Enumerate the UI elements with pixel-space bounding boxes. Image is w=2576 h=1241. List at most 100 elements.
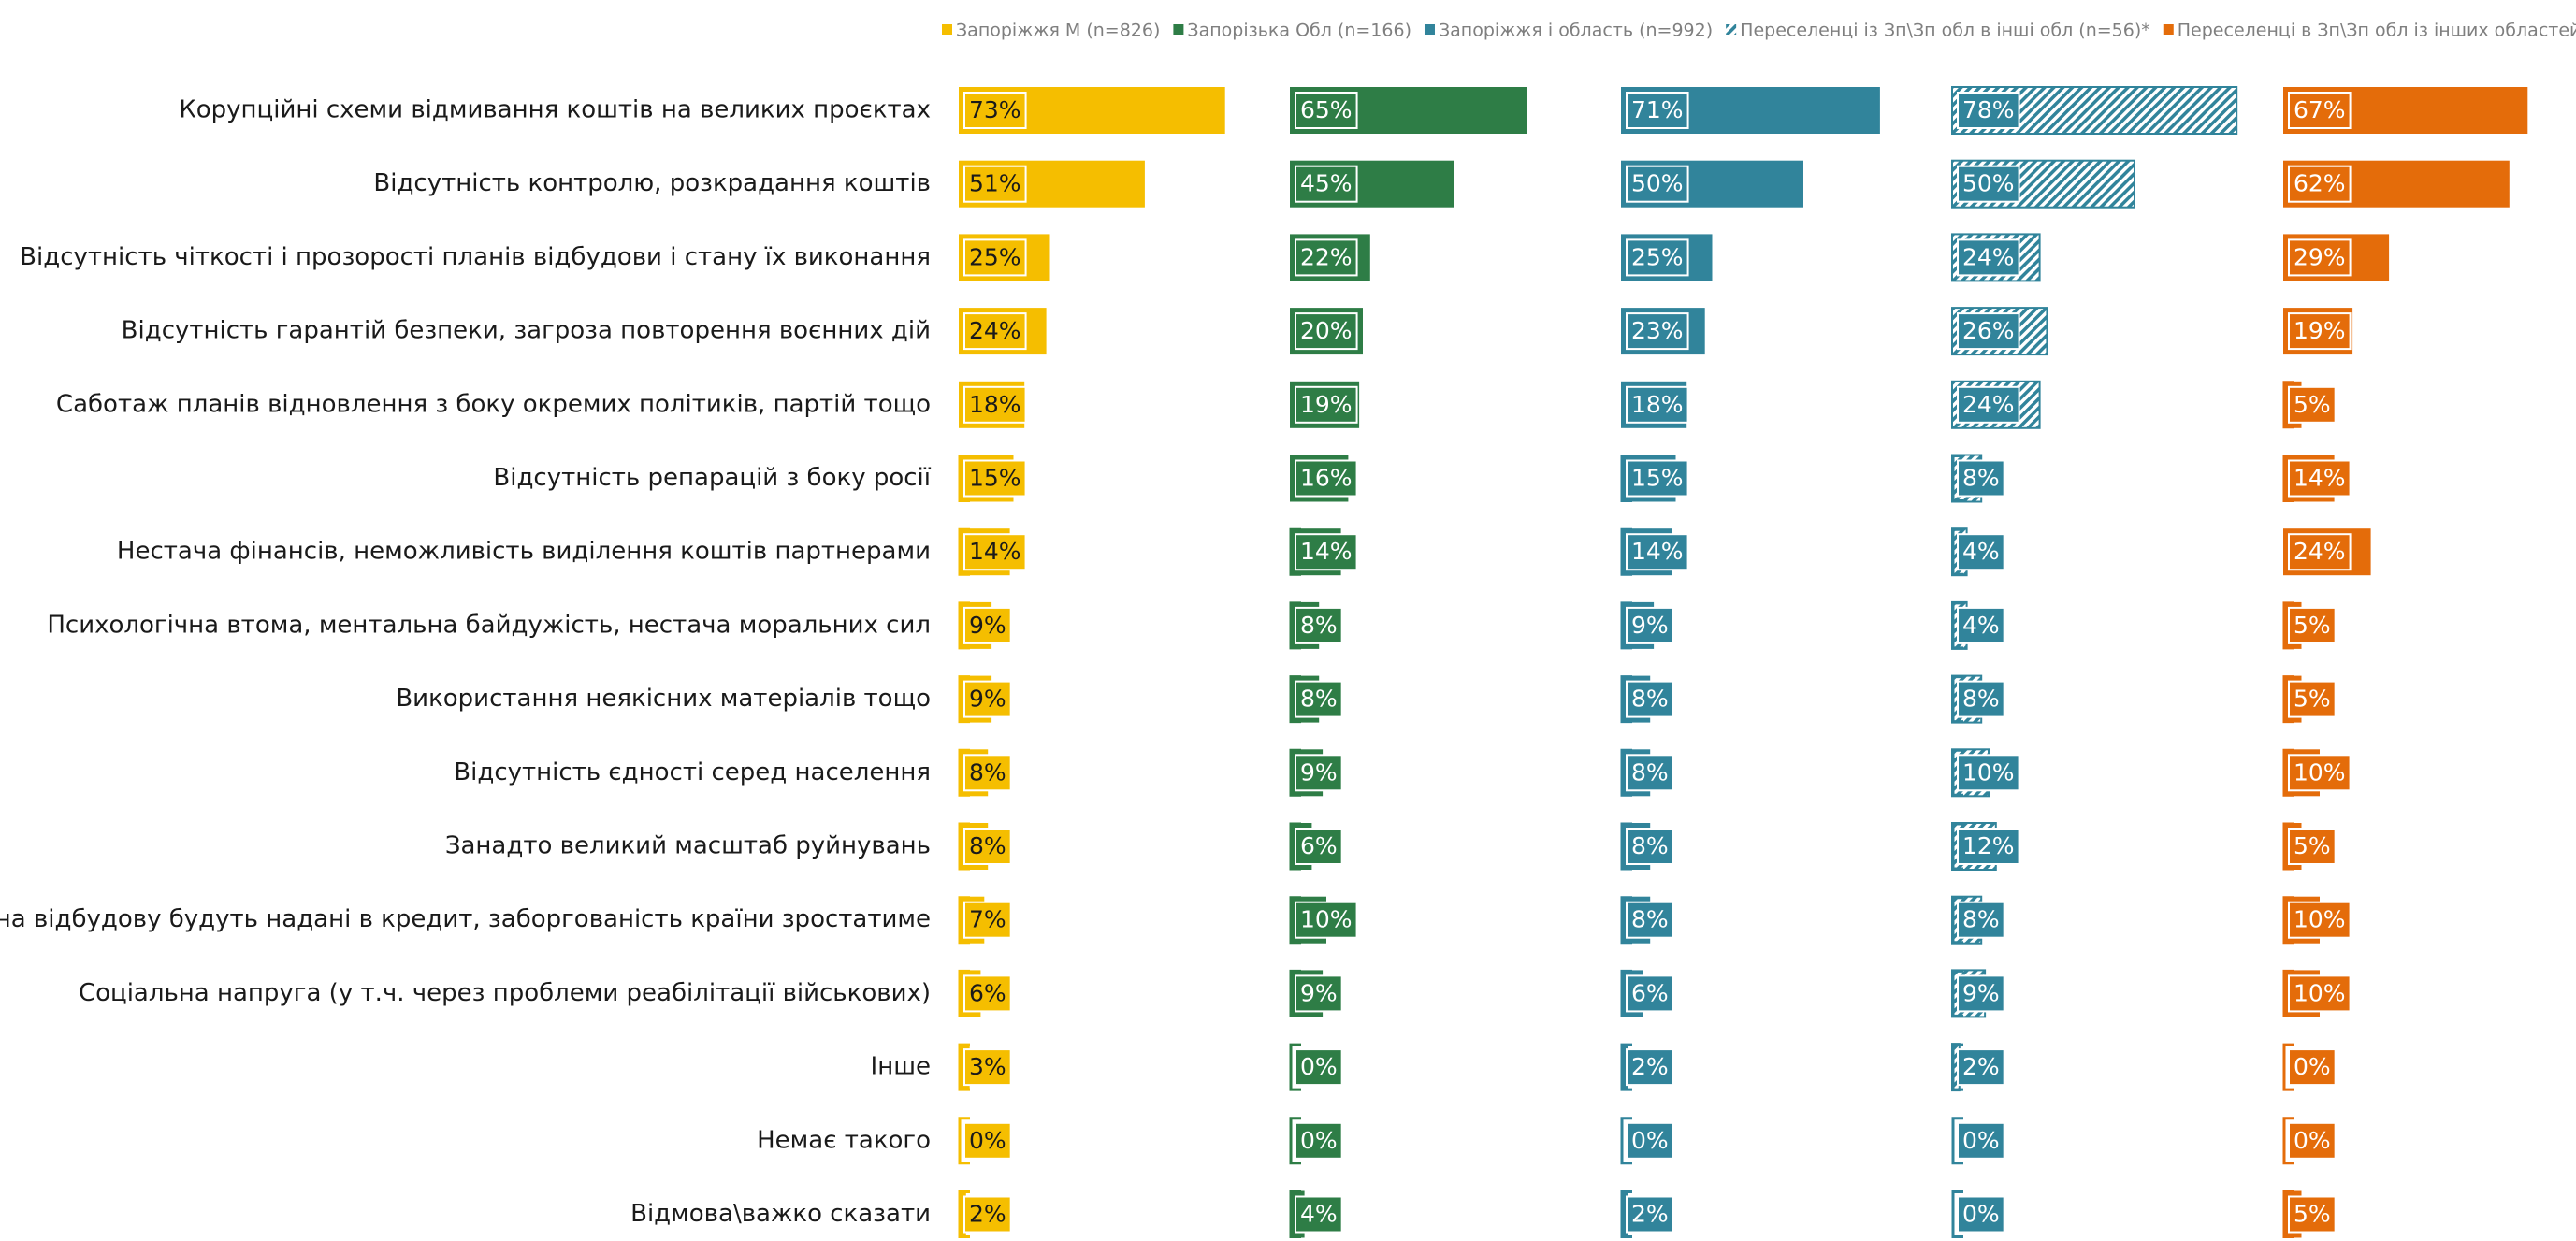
category-label: Психологічна втома, ментальна байдужість…: [47, 611, 931, 639]
bar-bracket: [1951, 1190, 1963, 1238]
bar: [1621, 1044, 1628, 1091]
value-label: 14%: [2294, 465, 2346, 492]
value-label-box: [2288, 1121, 2337, 1160]
value-label: 24%: [2294, 538, 2346, 565]
value-label: 8%: [1631, 685, 1669, 713]
value-label: 2%: [969, 1201, 1006, 1228]
bar-bracket: [958, 1117, 970, 1165]
bar-bracket: [1951, 1043, 1963, 1091]
value-label-box: [2288, 1048, 2337, 1087]
value-label-box: [2288, 901, 2352, 939]
bar-bracket: [1620, 601, 1632, 650]
category-label: Відсутність гарантій безпеки, загроза по…: [122, 317, 931, 345]
value-label: 9%: [1300, 758, 1338, 786]
value-label-box: [2288, 165, 2352, 203]
category-label: Занадто великий масштаб руйнувань: [445, 832, 931, 860]
value-label: 10%: [1962, 758, 2015, 786]
bar-bracket: [1951, 822, 1963, 871]
value-label: 0%: [969, 1127, 1006, 1154]
value-label-box: [1626, 974, 1674, 1013]
bar-bracket: [1620, 675, 1632, 724]
bar-bracket: [2282, 822, 2294, 871]
value-label: 5%: [2294, 685, 2331, 713]
value-label: 8%: [1962, 685, 2000, 713]
value-label: 6%: [969, 979, 1006, 1006]
bar-bracket: [958, 527, 970, 576]
value-label: 25%: [969, 243, 1021, 270]
value-label-box: [2288, 680, 2337, 718]
value-label: 2%: [1962, 1053, 2000, 1080]
value-label-box: [963, 92, 1027, 129]
bar-bracket: [1289, 969, 1301, 1017]
value-label-box: [1626, 828, 1674, 865]
bar-bracket: [2282, 1190, 2294, 1238]
value-label: 15%: [1631, 465, 1684, 492]
value-label: 50%: [1631, 170, 1684, 197]
value-label-box: [1626, 459, 1689, 498]
category-label: Кошти на відбудову будуть надані в креди…: [0, 905, 931, 933]
value-label-box: [2288, 828, 2337, 865]
value-label: 51%: [969, 170, 1021, 197]
value-label-box: [963, 680, 1012, 718]
bar-bracket: [1951, 969, 1963, 1017]
bar: [959, 1190, 966, 1238]
value-label-box: [2288, 312, 2352, 351]
value-label-box: [963, 606, 1012, 644]
value-label: 0%: [1962, 1201, 2000, 1228]
category-label: Відсутність репарацій з боку росії: [493, 464, 931, 492]
bar-bracket: [1620, 1190, 1632, 1238]
bar-bracket: [1289, 1117, 1301, 1165]
value-label: 50%: [1962, 170, 2015, 197]
value-label: 0%: [1300, 1053, 1338, 1080]
bar-bracket: [1289, 822, 1301, 871]
value-label-box: [1957, 1195, 2005, 1234]
legend-label: Переселенці із Зп\Зп обл в інші обл (n=5…: [1740, 21, 2150, 41]
value-label: 24%: [1962, 391, 2015, 418]
value-label: 20%: [1300, 317, 1353, 344]
bar-bracket: [958, 822, 970, 871]
value-label: 0%: [1962, 1127, 2000, 1154]
value-label: 8%: [969, 832, 1006, 859]
value-label-box: [1957, 459, 2005, 498]
value-label: 18%: [1631, 391, 1684, 418]
value-label: 8%: [1631, 832, 1669, 859]
bar-bracket: [2282, 455, 2294, 502]
value-label-box: [1957, 1121, 2005, 1160]
value-label: 6%: [1631, 979, 1669, 1006]
value-label: 9%: [969, 685, 1006, 713]
category-label: Саботаж планів відновлення з боку окреми…: [56, 390, 931, 418]
value-label-box: [1626, 1048, 1674, 1087]
bar-bracket: [1951, 675, 1963, 724]
bar-bracket: [2282, 381, 2294, 429]
value-label: 8%: [1300, 612, 1338, 639]
category-label: Відсутність єдності серед населення: [454, 758, 931, 786]
value-label-box: [1295, 606, 1343, 644]
bar-bracket: [958, 1043, 970, 1091]
value-label-box: [1295, 1195, 1343, 1234]
value-label-box: [1295, 680, 1343, 718]
value-label-box: [1957, 974, 2005, 1013]
value-label-box: [1626, 680, 1674, 718]
value-label-box: [1957, 92, 2020, 129]
bar-bracket: [1620, 455, 1632, 502]
bar-bracket: [1951, 527, 1963, 576]
bar-bracket: [1951, 748, 1963, 797]
value-label: 16%: [1300, 465, 1353, 492]
value-label-box: [2288, 459, 2352, 498]
value-label: 5%: [2294, 1201, 2331, 1228]
value-label: 9%: [969, 612, 1006, 639]
bar-bracket: [2282, 675, 2294, 724]
category-label: Корупційні схеми відмивання коштів на ве…: [179, 96, 931, 124]
value-label-box: [963, 1195, 1012, 1234]
value-label: 8%: [1962, 465, 2000, 492]
category-label: Відмова\важко сказати: [630, 1200, 931, 1228]
value-label-box: [1957, 606, 2005, 644]
value-label: 9%: [1962, 979, 2000, 1006]
bar-bracket: [2282, 969, 2294, 1017]
value-label-box: [963, 1048, 1012, 1087]
value-label: 10%: [1300, 906, 1353, 933]
category-label: Використання неякісних матеріалів тощо: [396, 685, 931, 713]
value-label-box: [963, 385, 1027, 424]
value-label: 78%: [1962, 96, 2015, 123]
value-label-box: [2288, 606, 2337, 644]
